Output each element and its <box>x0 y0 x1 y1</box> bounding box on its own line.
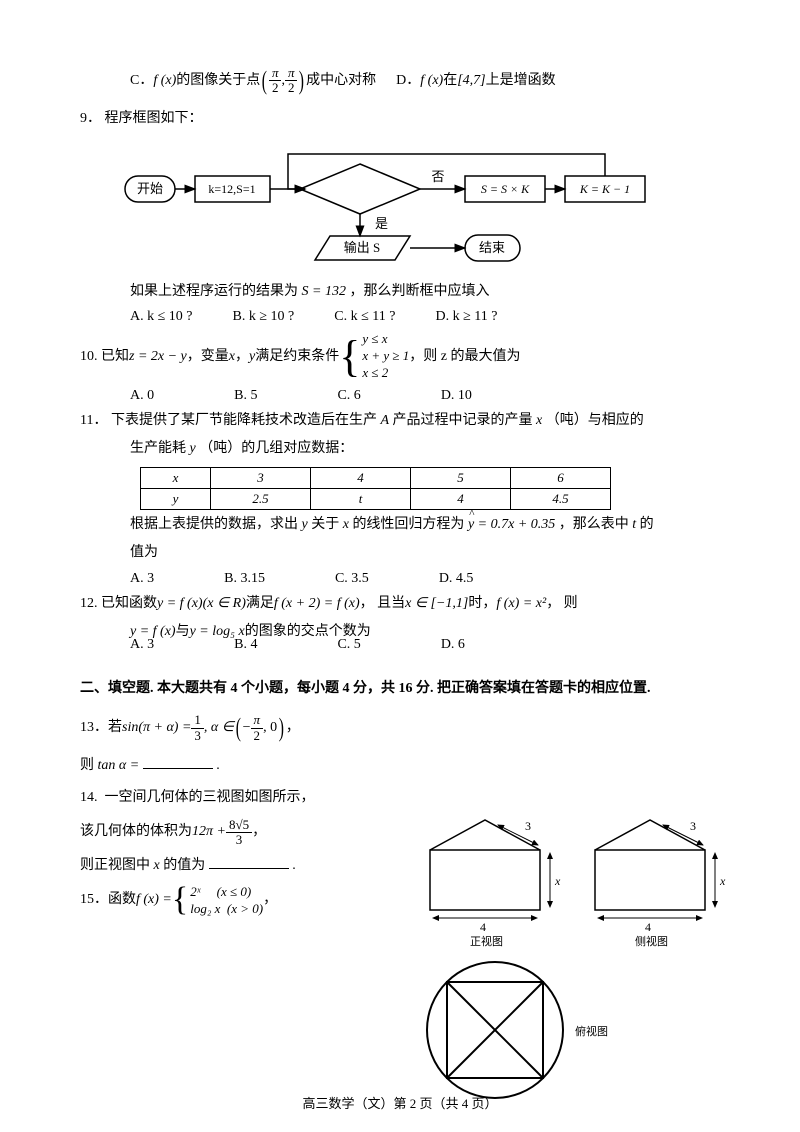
svg-text:开始: 开始 <box>137 181 163 196</box>
svg-text:否: 否 <box>431 169 444 184</box>
q11-options: A. 3 B. 3.15 C. 3.5 D. 4.5 <box>80 571 720 587</box>
q10-opt-c: C. 6 <box>337 388 360 404</box>
svg-text:x: x <box>719 874 726 888</box>
q8-options-cd: C． f (x) 的图像关于点 ( π 2 , π 2 ) 成中心对称 D． f… <box>80 60 720 102</box>
frac-pi2-1: π 2 <box>269 66 282 96</box>
svg-text:结束: 结束 <box>479 240 505 255</box>
page-footer: 高三数学（文）第 2 页（共 4 页） <box>0 1093 800 1112</box>
q9-opt-b: B. k ≥ 10 ? <box>233 309 295 325</box>
svg-text:3: 3 <box>690 819 696 833</box>
svg-text:4: 4 <box>645 920 651 934</box>
q10-opt-a: A. 0 <box>130 388 154 404</box>
piecewise-system: { 2ˣ (x ≤ 0) log₂ x (x > 0) <box>172 884 263 918</box>
frac-13: 1 3 <box>191 713 204 743</box>
q13-l2: 则 tan α = . <box>80 755 720 777</box>
q8-c-label: C． <box>130 70 153 92</box>
rparen-icon: ) <box>279 707 284 749</box>
frac-vol: 8√5 3 <box>226 818 252 848</box>
q12-l1: 12. 已知函数 y = f (x)(x ∈ R) 满足 f (x + 2) =… <box>80 593 720 615</box>
q11-l3: 根据上表提供的数据，求出 y 关于 x 的线性回归方程为 y = 0.7x + … <box>80 514 720 536</box>
q8-c-mid: 的图像关于点 <box>176 70 260 92</box>
q12-l2: y = f (x) 与 y = log₅ x 的图象的交点个数为 <box>80 621 720 643</box>
svg-text:俯视图: 俯视图 <box>575 1024 608 1038</box>
q11-l1: 11． 下表提供了某厂节能降耗技术改造后在生产 A 产品过程中记录的产量 x （… <box>80 410 720 432</box>
q8-c-post: 成中心对称 <box>306 70 376 92</box>
q11-table: x 3 4 5 6 y 2.5 t 4 4.5 <box>140 467 611 510</box>
table-row: y 2.5 t 4 4.5 <box>141 488 611 509</box>
q8-fx1: f (x) <box>153 70 176 92</box>
svg-text:K = K − 1: K = K − 1 <box>579 182 630 196</box>
q9-options: A. k ≤ 10 ? B. k ≥ 10 ? C. k ≤ 11 ? D. k… <box>80 309 720 325</box>
q11-l4: 值为 <box>80 542 720 564</box>
q11-opt-b: B. 3.15 <box>224 571 265 587</box>
svg-text:正视图: 正视图 <box>470 934 503 948</box>
q11-opt-a: A. 3 <box>130 571 154 587</box>
q9-opt-d: D. k ≥ 11 ? <box>435 309 497 325</box>
svg-text:x: x <box>554 874 561 888</box>
q9-cond: 如果上述程序运行的结果为 S = 132 ，那么判断框中应填入 <box>80 281 720 303</box>
q10-opt-b: B. 5 <box>234 388 257 404</box>
q10-opt-d: D. 10 <box>441 388 472 404</box>
q9-opt-a: A. k ≤ 10 ? <box>130 309 193 325</box>
svg-text:输出 S: 输出 S <box>344 240 380 255</box>
lparen-icon: ( <box>236 707 241 749</box>
svg-text:是: 是 <box>375 216 388 231</box>
q8-interval: [4,7] <box>457 70 485 92</box>
lparen-icon: ( <box>262 60 267 102</box>
lbrace-icon: { <box>339 337 360 377</box>
frac-pi2: π 2 <box>251 713 264 743</box>
q10-options: A. 0 B. 5 C. 6 D. 10 <box>80 388 720 404</box>
q10-stem: 10. 已知 z = 2x − y ，变量 x ， y 满足约束条件 { y ≤… <box>80 331 720 382</box>
blank-field <box>143 755 213 769</box>
q13-l1: 13． 若 sin(π + α) = 1 3 , α ∈ ( − π 2 , 0… <box>80 707 720 749</box>
rparen-icon: ) <box>299 60 304 102</box>
svg-text:4: 4 <box>480 920 486 934</box>
svg-text:3: 3 <box>525 819 531 833</box>
svg-text:侧视图: 侧视图 <box>635 934 668 948</box>
table-row: x 3 4 5 6 <box>141 467 611 488</box>
q8-d-label: D． <box>396 70 420 92</box>
section2-title: 二、填空题. 本大题共有 4 个小题，每小题 4 分，共 16 分. 把正确答案… <box>80 677 720 697</box>
q8-d-post: 上是增函数 <box>486 70 556 92</box>
q9-opt-c: C. k ≤ 11 ? <box>334 309 395 325</box>
constraint-system: { y ≤ x x + y ≥ 1 x ≤ 2 <box>339 331 409 382</box>
q8-fx2: f (x) <box>420 70 443 92</box>
svg-text:S = S × K: S = S × K <box>481 182 530 196</box>
q11-opt-d: D. 4.5 <box>439 571 474 587</box>
three-views-diagram: 3 x 4 正视图 3 x 4 侧视图 俯视图 <box>420 815 730 1110</box>
q14-l1: 14. 一空间几何体的三视图如图所示， <box>80 787 720 809</box>
svg-text:k=12,S=1: k=12,S=1 <box>208 182 255 196</box>
y-hat: y <box>468 514 474 536</box>
q9-stem: 9． 程序框图如下： <box>80 108 720 130</box>
blank-field <box>209 855 289 869</box>
lbrace-icon: { <box>172 885 188 916</box>
flowchart-diagram: 开始 k=12,S=1 否 S = S × K K = K − 1 是 输出 S… <box>120 146 650 266</box>
q11-opt-c: C. 3.5 <box>335 571 369 587</box>
frac-pi2-2: π 2 <box>285 66 298 96</box>
q11-l2: 生产能耗 y （吨）的几组对应数据： <box>80 438 720 460</box>
q8-d-mid: 在 <box>443 70 457 92</box>
